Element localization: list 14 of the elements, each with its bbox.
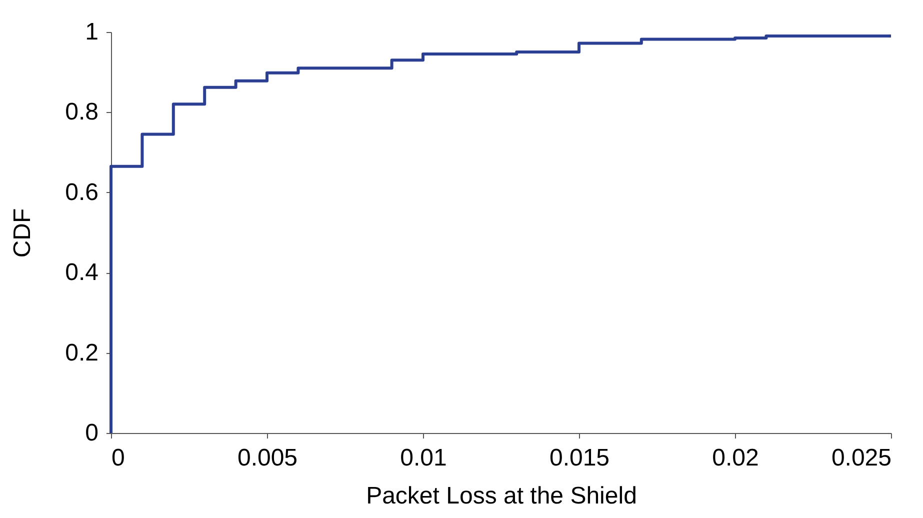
x-tick-label: 0.005 [237, 444, 298, 472]
x-tick-label: 0.02 [712, 444, 759, 472]
x-tick-label: 0 [112, 444, 125, 472]
y-tick-label: 0 [85, 420, 98, 446]
y-tick-label: 0.8 [65, 98, 98, 126]
y-tick-label: 0.4 [65, 259, 98, 286]
x-tick-label: 0.015 [549, 444, 610, 472]
y-axis-title: CDF [9, 208, 36, 258]
x-axis-title: Packet Loss at the Shield [366, 482, 637, 510]
y-tick-label: 0.2 [65, 339, 98, 366]
y-tick-label: 0.6 [65, 178, 98, 206]
x-tick-label: 0.01 [400, 444, 447, 472]
x-tick-label: 0.025 [831, 444, 892, 472]
y-tick-label: 1 [85, 18, 98, 46]
